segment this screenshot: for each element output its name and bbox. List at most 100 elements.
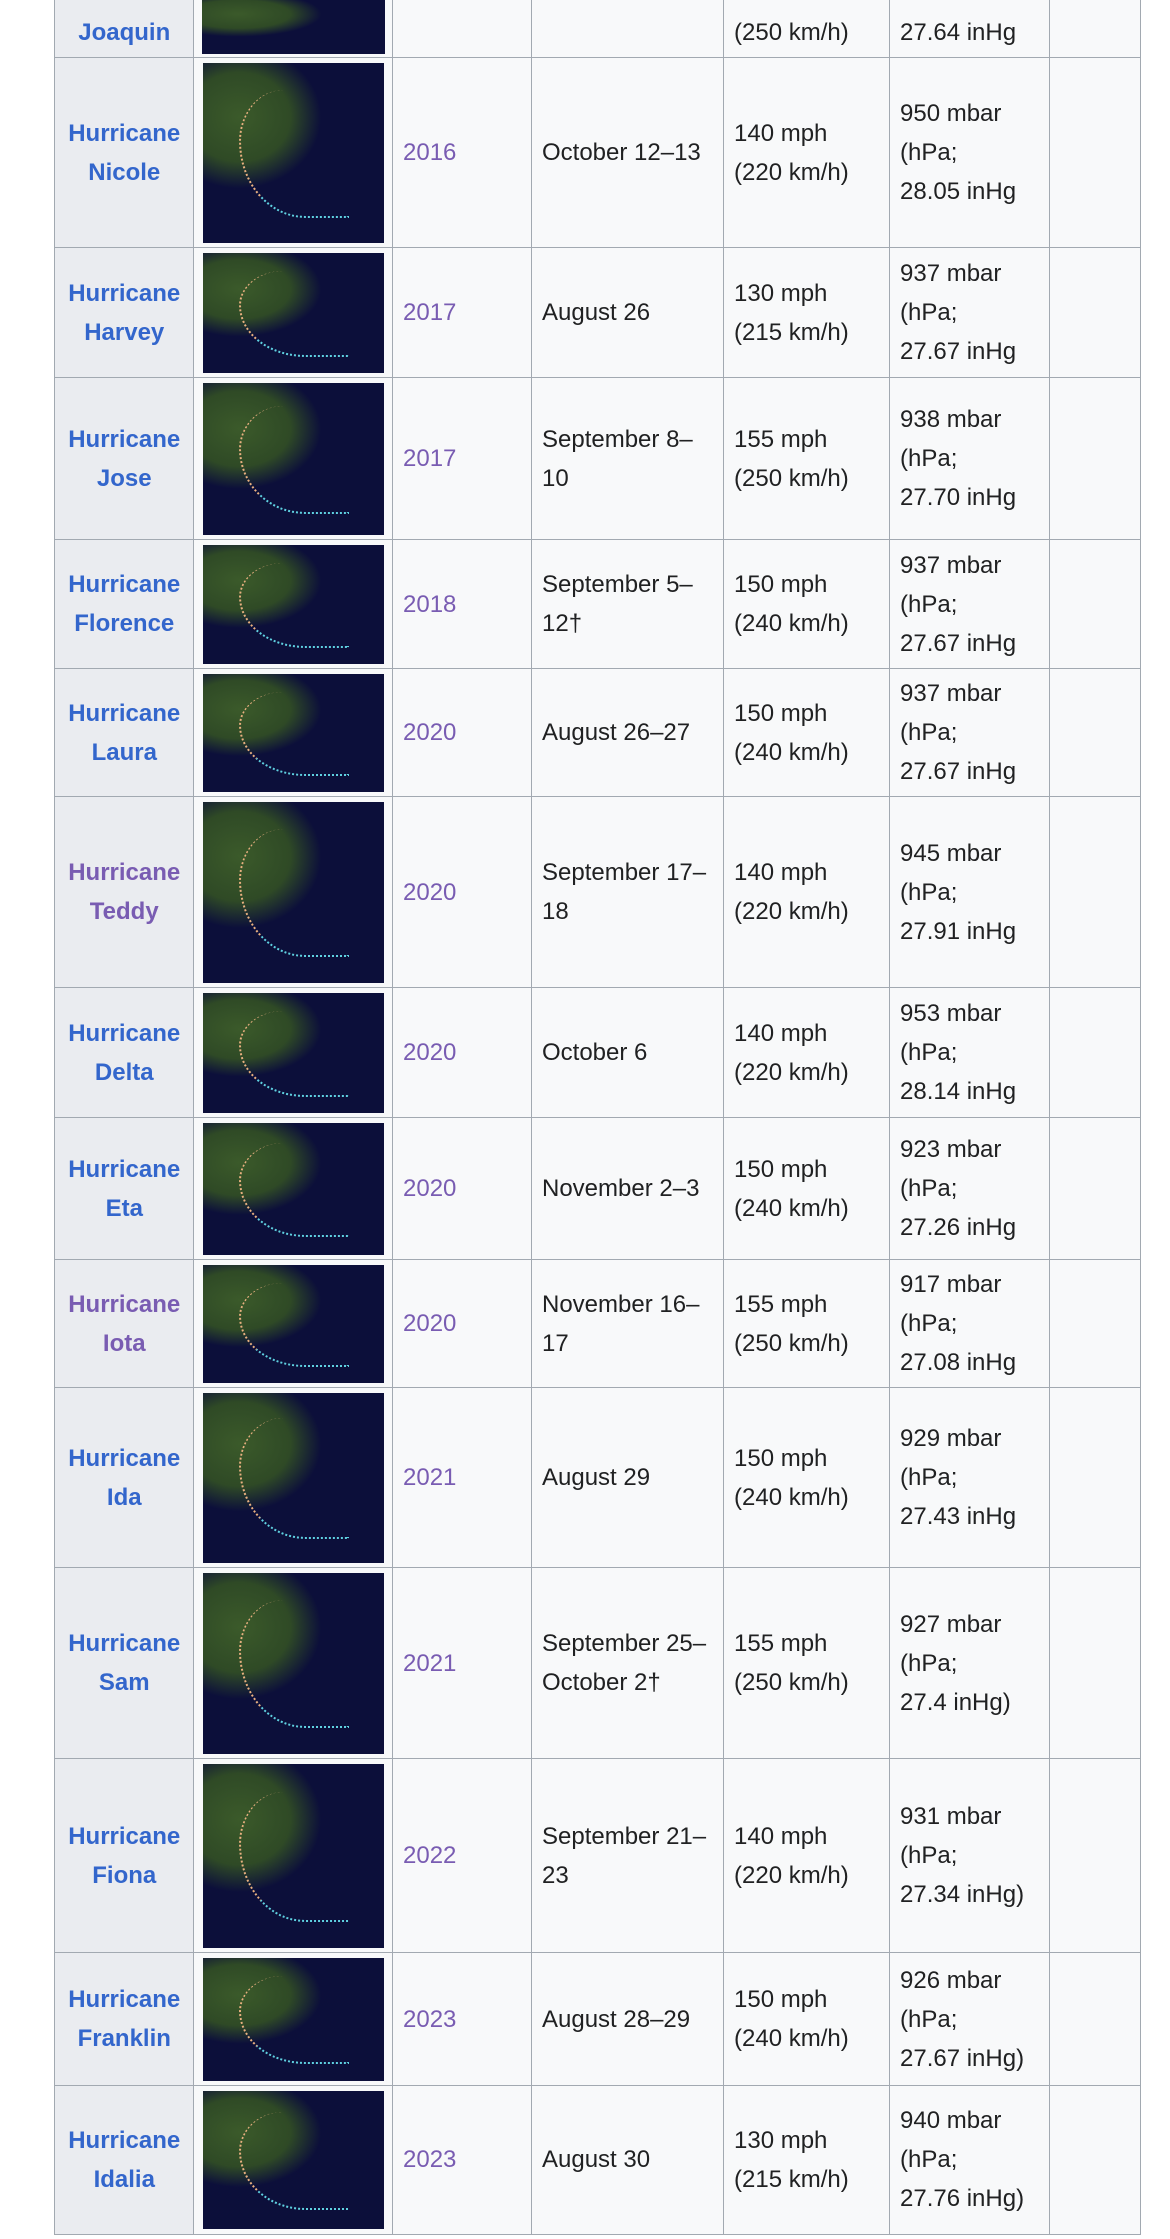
hurricane-link[interactable]: Hurricane Laura (68, 699, 181, 766)
name-cell[interactable]: Hurricane Fiona (54, 1758, 195, 1954)
track-map[interactable] (203, 802, 384, 983)
pressure-line: (hPa; (900, 1175, 958, 1203)
year-link[interactable]: 2023 (403, 2146, 457, 2174)
track-map[interactable] (203, 1123, 384, 1255)
name-cell[interactable]: Hurricane Laura (54, 668, 195, 798)
year-link[interactable]: 2017 (403, 445, 457, 473)
date-line: November 2–3 (542, 1175, 700, 1203)
hurricane-link[interactable]: Joaquin (78, 18, 171, 46)
year-link[interactable]: 2021 (403, 1649, 457, 1677)
hurricane-link[interactable]: Hurricane Fiona (68, 1822, 181, 1889)
track-map[interactable] (203, 545, 384, 664)
pressure-line: 945 mbar (900, 839, 1002, 867)
track-map[interactable] (203, 1958, 384, 2081)
name-cell[interactable]: Hurricane Franklin (54, 1952, 195, 2087)
date-line: September 21– (542, 1822, 707, 1850)
image-cell (193, 1952, 394, 2087)
table-cell: 27.64 inHg (889, 0, 1051, 59)
name-cell[interactable]: Hurricane Iota (54, 1259, 195, 1389)
track-map[interactable] (203, 1265, 384, 1383)
year-cell[interactable]: 2023 (392, 2085, 533, 2235)
hurricane-link[interactable]: Hurricane Iota (68, 1290, 181, 1357)
pressure-line: 931 mbar (900, 1803, 1002, 1831)
name-cell[interactable]: Hurricane Teddy (54, 796, 195, 989)
pressure-cell: 929 mbar (hPa; 27.43 inHg (889, 1387, 1051, 1569)
year-cell[interactable]: 2022 (392, 1758, 533, 1954)
wind-line: 150 mph (734, 699, 828, 727)
year-cell[interactable]: 2020 (392, 987, 533, 1119)
year-link[interactable]: 2020 (403, 878, 457, 906)
name-cell[interactable]: Hurricane Jose (54, 377, 195, 541)
hurricane-link[interactable]: Hurricane Teddy (68, 859, 181, 926)
year-cell[interactable]: 2020 (392, 1117, 533, 1261)
year-link[interactable]: 2020 (403, 1310, 457, 1338)
name-cell[interactable]: Hurricane Nicole (54, 57, 195, 249)
wind-line: 150 mph (734, 571, 828, 599)
year-link[interactable]: 2018 (403, 590, 457, 618)
name-cell[interactable]: Hurricane Idalia (54, 2085, 195, 2235)
track-map[interactable] (203, 993, 384, 1113)
track-map[interactable] (203, 2091, 384, 2229)
year-cell[interactable]: 2017 (392, 247, 533, 379)
year-cell[interactable]: 2016 (392, 57, 533, 249)
pressure-line: (hPa; (900, 445, 958, 473)
pressure-cell: 953 mbar (hPa; 28.14 inHg (889, 987, 1051, 1119)
hurricane-link[interactable]: Hurricane Delta (68, 1019, 181, 1086)
year-cell[interactable]: 2017 (392, 377, 533, 541)
wind-cell: 150 mph (240 km/h) (723, 539, 891, 670)
track-map[interactable] (203, 1393, 384, 1563)
track-map[interactable] (203, 383, 384, 535)
image-cell (193, 1387, 394, 1569)
year-link[interactable]: 2023 (403, 2005, 457, 2033)
track-map[interactable] (203, 253, 384, 373)
date-line: October 2† (542, 1669, 661, 1697)
date-cell: November 16– 17 (531, 1259, 725, 1389)
hurricane-link[interactable]: Hurricane Idalia (68, 2126, 181, 2193)
storm-track (239, 829, 350, 958)
hurricane-link[interactable]: Hurricane Sam (68, 1630, 181, 1697)
name-cell[interactable]: Hurricane Harvey (54, 247, 195, 379)
hurricane-link[interactable]: Hurricane Harvey (68, 279, 181, 346)
image-cell (193, 796, 394, 989)
pressure-line: 27.34 inHg) (900, 1881, 1025, 1909)
year-link[interactable]: 2016 (403, 139, 457, 167)
year-cell[interactable]: 2023 (392, 1952, 533, 2087)
table-cell[interactable]: Joaquin (54, 0, 195, 59)
year-link[interactable]: 2022 (403, 1842, 457, 1870)
year-cell[interactable]: 2020 (392, 1259, 533, 1389)
year-link[interactable]: 2021 (403, 1464, 457, 1492)
year-link[interactable]: 2020 (403, 1039, 457, 1067)
hurricane-link[interactable]: Hurricane Florence (68, 571, 181, 638)
year-link[interactable]: 2017 (403, 299, 457, 327)
name-cell[interactable]: Hurricane Ida (54, 1387, 195, 1569)
date-cell: September 21– 23 (531, 1758, 725, 1954)
image-cell (193, 987, 394, 1119)
hurricane-link[interactable]: Hurricane Franklin (68, 1986, 181, 2053)
wind-cell: 155 mph (250 km/h) (723, 377, 891, 541)
name-cell[interactable]: Hurricane Eta (54, 1117, 195, 1261)
wind-cell: 140 mph (220 km/h) (723, 796, 891, 989)
track-map[interactable] (203, 1764, 384, 1948)
wind-cell: 130 mph (215 km/h) (723, 2085, 891, 2235)
hurricane-link[interactable]: Hurricane Eta (68, 1155, 181, 1222)
date-line: September 8– (542, 425, 693, 453)
year-link[interactable]: 2020 (403, 719, 457, 747)
date-cell: November 2–3 (531, 1117, 725, 1261)
year-link[interactable]: 2020 (403, 1175, 457, 1203)
name-cell[interactable]: Hurricane Delta (54, 987, 195, 1119)
year-cell[interactable]: 2020 (392, 668, 533, 798)
year-cell[interactable]: 2020 (392, 796, 533, 989)
year-cell[interactable]: 2018 (392, 539, 533, 670)
wind-line: (220 km/h) (734, 1058, 849, 1086)
track-map[interactable] (203, 674, 384, 792)
track-map[interactable] (203, 1573, 384, 1754)
hurricane-link[interactable]: Hurricane Jose (68, 425, 181, 492)
name-cell[interactable]: Hurricane Sam (54, 1567, 195, 1760)
pressure-line: (hPa; (900, 299, 958, 327)
hurricane-link[interactable]: Hurricane Ida (68, 1444, 181, 1511)
year-cell[interactable]: 2021 (392, 1387, 533, 1569)
year-cell[interactable]: 2021 (392, 1567, 533, 1760)
name-cell[interactable]: Hurricane Florence (54, 539, 195, 670)
track-map[interactable] (203, 63, 384, 243)
hurricane-link[interactable]: Hurricane Nicole (68, 119, 181, 186)
